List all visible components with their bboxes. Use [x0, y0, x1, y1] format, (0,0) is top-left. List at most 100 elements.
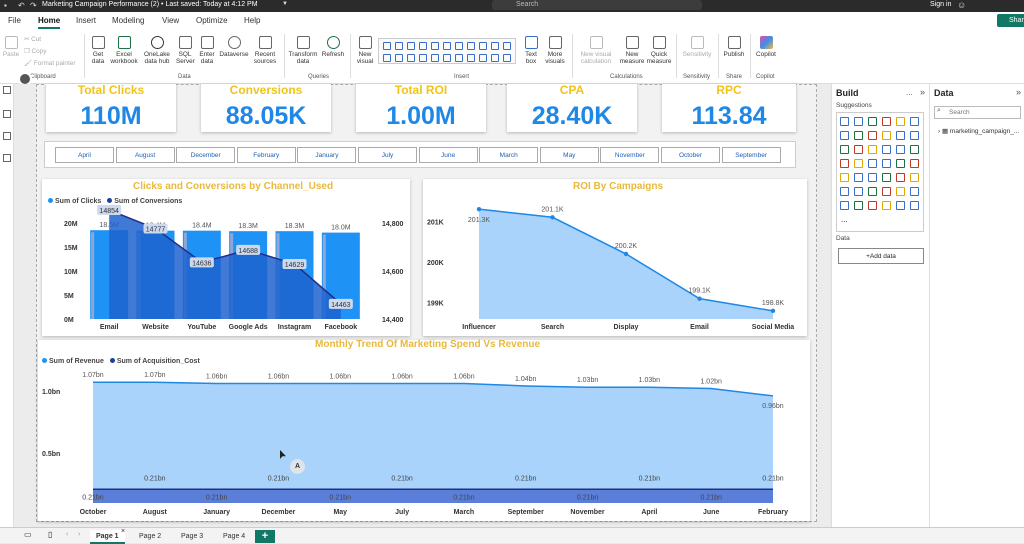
- slicer-month-july[interactable]: July: [358, 147, 417, 163]
- visual-type-icon[interactable]: [395, 42, 403, 50]
- slicer-month-june[interactable]: June: [418, 147, 478, 163]
- slicer-month-november[interactable]: November: [600, 147, 660, 163]
- visual-type-icon[interactable]: [896, 159, 905, 168]
- slicer-month-january[interactable]: January: [297, 147, 357, 163]
- visual-type-icon[interactable]: [910, 145, 919, 154]
- copilot-button[interactable]: Copilot: [754, 36, 778, 58]
- visual-type-icon[interactable]: [854, 145, 863, 154]
- clicks-conversions-chart[interactable]: Clicks and Conversions by Channel_Used S…: [42, 179, 410, 336]
- visual-type-icon[interactable]: [840, 173, 849, 182]
- visual-type-icon[interactable]: [882, 145, 891, 154]
- visual-type-icon[interactable]: [896, 145, 905, 154]
- more-visuals-icon[interactable]: ...: [841, 215, 848, 224]
- visual-type-icon[interactable]: [431, 54, 439, 62]
- visual-type-icon[interactable]: [419, 42, 427, 50]
- menu-home[interactable]: Home: [38, 16, 61, 29]
- transform-data-button[interactable]: Transform data: [288, 36, 318, 65]
- dax-query-icon[interactable]: [3, 154, 11, 162]
- roi-campaigns-chart[interactable]: ROI By Campaigns 199K 200K 201K 201.3K Influ…: [423, 179, 807, 336]
- visual-type-icon[interactable]: [491, 42, 499, 50]
- new-visual-button[interactable]: New visual: [354, 36, 376, 65]
- visual-type-icon[interactable]: [854, 173, 863, 182]
- slicer-month-april[interactable]: April: [55, 147, 114, 163]
- visual-type-icon[interactable]: [419, 54, 427, 62]
- slicer-month-december[interactable]: December: [176, 147, 236, 163]
- excel-workbook-button[interactable]: Excel workbook: [108, 36, 140, 65]
- prev-page-icon[interactable]: ‹: [66, 531, 69, 538]
- report-view-icon[interactable]: [3, 86, 11, 94]
- visual-type-icon[interactable]: [479, 42, 487, 50]
- menu-view[interactable]: View: [162, 16, 180, 25]
- visual-type-icon[interactable]: [910, 117, 919, 126]
- refresh-button[interactable]: Refresh: [320, 36, 346, 58]
- visual-type-icon[interactable]: [431, 42, 439, 50]
- visual-type-icon[interactable]: [896, 117, 905, 126]
- visual-type-icon[interactable]: [868, 201, 877, 210]
- page-tab-3[interactable]: Page 3: [181, 533, 204, 540]
- visual-type-icon[interactable]: [854, 187, 863, 196]
- visual-type-icon[interactable]: [840, 131, 849, 140]
- visual-type-icon[interactable]: [896, 187, 905, 196]
- slicer-month-march[interactable]: March: [479, 147, 539, 163]
- quick-measure-button[interactable]: Quick measure: [646, 36, 672, 65]
- visual-type-icon[interactable]: [882, 173, 891, 182]
- add-data-button[interactable]: +Add data: [838, 248, 924, 264]
- dataverse-button[interactable]: Dataverse: [218, 36, 250, 58]
- visual-type-icon[interactable]: [407, 54, 415, 62]
- table-view-icon[interactable]: [3, 110, 11, 118]
- visual-type-icon[interactable]: [854, 159, 863, 168]
- visual-type-icon[interactable]: [455, 42, 463, 50]
- menu-help[interactable]: Help: [244, 16, 261, 25]
- visual-type-icon[interactable]: [896, 173, 905, 182]
- redo-icon[interactable]: ↷: [30, 1, 37, 10]
- visual-type-icon[interactable]: [395, 54, 403, 62]
- next-page-icon[interactable]: ›: [78, 531, 81, 538]
- kpi-card-total-roi[interactable]: Total ROI 1.00M: [356, 83, 486, 132]
- format-painter-button[interactable]: 🖌 Format painter: [24, 60, 76, 67]
- visual-type-icon[interactable]: [868, 117, 877, 126]
- menu-modeling[interactable]: Modeling: [112, 16, 145, 25]
- text-box-button[interactable]: Text box: [520, 36, 542, 65]
- collapse-icon[interactable]: »: [1016, 87, 1022, 97]
- add-page-button[interactable]: +: [255, 530, 275, 543]
- enter-data-button[interactable]: Enter data: [198, 36, 216, 65]
- save-icon[interactable]: ▪: [4, 1, 7, 10]
- slicer-month-october[interactable]: October: [661, 147, 720, 163]
- visual-type-icon[interactable]: [840, 201, 849, 210]
- visual-type-icon[interactable]: [467, 42, 475, 50]
- visual-type-icon[interactable]: [882, 159, 891, 168]
- visual-type-icon[interactable]: [910, 159, 919, 168]
- undo-icon[interactable]: ↶: [18, 1, 25, 10]
- mobile-layout-icon[interactable]: ▯: [48, 530, 53, 539]
- visual-type-icon[interactable]: [854, 117, 863, 126]
- slicer-month-may[interactable]: May: [539, 147, 599, 163]
- collapse-icon[interactable]: »: [920, 87, 926, 97]
- visual-type-icon[interactable]: [868, 131, 877, 140]
- chevron-down-icon[interactable]: ▼: [282, 1, 288, 7]
- visual-type-icon[interactable]: [503, 54, 511, 62]
- visual-gallery[interactable]: [378, 38, 516, 64]
- visual-type-icon[interactable]: [503, 42, 511, 50]
- get-data-button[interactable]: Get data: [88, 36, 108, 65]
- visual-type-icon[interactable]: [868, 173, 877, 182]
- sql-server-button[interactable]: SQL Server: [176, 36, 195, 65]
- visual-type-icon[interactable]: [854, 131, 863, 140]
- sign-in-link[interactable]: Sign in: [930, 1, 952, 8]
- slicer-month-september[interactable]: September: [721, 147, 781, 163]
- visual-type-icon[interactable]: [840, 145, 849, 154]
- visual-type-icon[interactable]: [882, 201, 891, 210]
- page-tab-2[interactable]: Page 2: [139, 533, 162, 540]
- onelake-button[interactable]: OneLake data hub: [140, 36, 174, 65]
- visual-type-icon[interactable]: [882, 131, 891, 140]
- visual-type-icon[interactable]: [854, 201, 863, 210]
- visual-type-icon[interactable]: [491, 54, 499, 62]
- visual-type-icon[interactable]: [910, 131, 919, 140]
- visual-type-icon[interactable]: [840, 187, 849, 196]
- slicer-month-august[interactable]: August: [115, 147, 175, 163]
- visual-type-icon[interactable]: [383, 54, 391, 62]
- visual-type-icon[interactable]: [868, 159, 877, 168]
- visual-type-icon[interactable]: [840, 159, 849, 168]
- kpi-card-total-clicks[interactable]: Total Clicks 110M: [46, 83, 176, 132]
- menu-optimize[interactable]: Optimize: [196, 16, 228, 25]
- visual-type-icon[interactable]: [443, 42, 451, 50]
